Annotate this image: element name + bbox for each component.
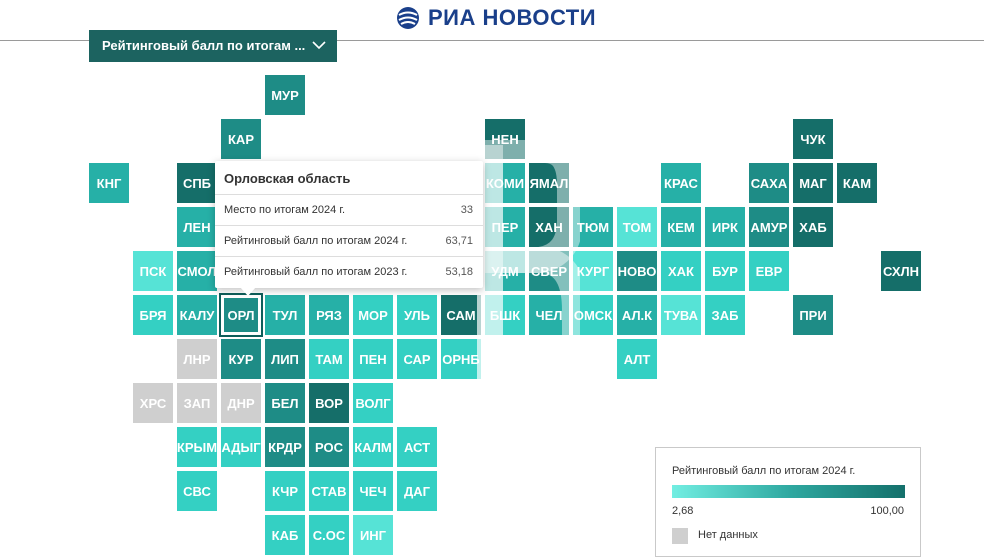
region-tile[interactable]: СПБ bbox=[177, 163, 217, 203]
region-tile[interactable]: НОВО bbox=[617, 251, 657, 291]
region-tile[interactable]: ТАМ bbox=[309, 339, 349, 379]
region-tile[interactable]: СВС bbox=[177, 471, 217, 511]
legend-min: 2,68 bbox=[672, 505, 694, 517]
region-tile[interactable]: СТАВ bbox=[309, 471, 349, 511]
region-tile[interactable]: РЯЗ bbox=[309, 295, 349, 335]
region-tile[interactable]: КУРГ bbox=[573, 251, 613, 291]
region-tile[interactable]: ДНР bbox=[221, 383, 261, 423]
region-tile[interactable]: САХА bbox=[749, 163, 789, 203]
chevron-down-icon bbox=[312, 41, 326, 50]
tooltip-row-score-2023: Рейтинговый балл по итогам 2023 г. 53,18 bbox=[215, 256, 483, 287]
region-tile[interactable]: ЯМАЛ bbox=[529, 163, 569, 203]
region-tile[interactable]: ЛИП bbox=[265, 339, 305, 379]
region-tile[interactable]: КАР bbox=[221, 119, 261, 159]
region-tile[interactable]: КРЫМ bbox=[177, 427, 217, 467]
region-tile[interactable]: КАЛУ bbox=[177, 295, 217, 335]
region-tile[interactable]: ИРК bbox=[705, 207, 745, 247]
map-legend: Рейтинговый балл по итогам 2024 г. 2,68 … bbox=[655, 447, 921, 557]
tooltip-arrow bbox=[240, 287, 256, 296]
region-tile[interactable]: КЕМ bbox=[661, 207, 701, 247]
region-tile[interactable]: ХАН bbox=[529, 207, 569, 247]
tooltip-row-label: Рейтинговый балл по итогам 2023 г. bbox=[224, 266, 408, 278]
region-tile[interactable]: АДЫГ bbox=[221, 427, 261, 467]
region-tile[interactable]: АЛТ bbox=[617, 339, 657, 379]
region-tile[interactable]: ИНГ bbox=[353, 515, 393, 555]
tooltip-row-value: 53,18 bbox=[445, 266, 473, 278]
region-tile[interactable]: ДАГ bbox=[397, 471, 437, 511]
region-tile[interactable]: БУР bbox=[705, 251, 745, 291]
region-tile[interactable]: СВЕР bbox=[529, 251, 569, 291]
region-tile[interactable]: ЕВР bbox=[749, 251, 789, 291]
tooltip-row-value: 33 bbox=[460, 204, 473, 216]
region-tile[interactable]: КУР bbox=[221, 339, 261, 379]
region-tile[interactable]: ЛНР bbox=[177, 339, 217, 379]
tooltip-row-label: Место по итогам 2024 г. bbox=[224, 204, 346, 216]
region-tile[interactable]: КОМИ bbox=[485, 163, 525, 203]
logo-text: РИА НОВОСТИ bbox=[428, 5, 597, 30]
tooltip-row-value: 63,71 bbox=[445, 235, 473, 247]
ria-globe-icon bbox=[397, 7, 419, 29]
region-tile[interactable]: МАГ bbox=[793, 163, 833, 203]
region-tile[interactable]: ТОМ bbox=[617, 207, 657, 247]
tooltip-row-rank: Место по итогам 2024 г. 33 bbox=[215, 194, 483, 225]
region-tile[interactable]: УЛЬ bbox=[397, 295, 437, 335]
region-tile[interactable]: ТУВА bbox=[661, 295, 701, 335]
tooltip-row-score-2024: Рейтинговый балл по итогам 2024 г. 63,71 bbox=[215, 225, 483, 256]
legend-no-data-label: Нет данных bbox=[698, 529, 758, 541]
region-tile[interactable]: ВОЛГ bbox=[353, 383, 393, 423]
region-tile[interactable]: ЧЕЧ bbox=[353, 471, 393, 511]
region-tile[interactable]: БШК bbox=[485, 295, 525, 335]
region-tile[interactable]: КАЛМ bbox=[353, 427, 393, 467]
region-tile[interactable]: ПСК bbox=[133, 251, 173, 291]
region-tile[interactable]: СХЛН bbox=[881, 251, 921, 291]
region-tile[interactable]: ВОР bbox=[309, 383, 349, 423]
region-tile[interactable]: АМУР bbox=[749, 207, 789, 247]
indicator-select-label: Рейтинговый балл по итогам ... bbox=[102, 38, 306, 53]
tooltip-row-label: Рейтинговый балл по итогам 2024 г. bbox=[224, 235, 408, 247]
region-tile[interactable]: ПЕН bbox=[353, 339, 393, 379]
region-tile[interactable]: УДМ bbox=[485, 251, 525, 291]
region-tile[interactable]: СМОЛ bbox=[177, 251, 217, 291]
region-tile[interactable]: ХРС bbox=[133, 383, 173, 423]
legend-gradient bbox=[672, 485, 905, 498]
region-tile[interactable]: МОР bbox=[353, 295, 393, 335]
region-tile[interactable]: С.ОС bbox=[309, 515, 349, 555]
region-tile[interactable]: НЕН bbox=[485, 119, 525, 159]
region-tile[interactable]: ПРИ bbox=[793, 295, 833, 335]
region-tile[interactable]: БЕЛ bbox=[265, 383, 305, 423]
region-tile[interactable]: РОС bbox=[309, 427, 349, 467]
region-tile[interactable]: КЧР bbox=[265, 471, 305, 511]
region-tile[interactable]: ТЮМ bbox=[573, 207, 613, 247]
tooltip-title: Орловская область bbox=[224, 171, 351, 186]
region-tile[interactable]: ОРЛ bbox=[219, 293, 263, 337]
region-tile[interactable]: ТУЛ bbox=[265, 295, 305, 335]
legend-max: 100,00 bbox=[870, 505, 904, 517]
region-tile[interactable]: ОРНБ bbox=[441, 339, 481, 379]
legend-title: Рейтинговый балл по итогам 2024 г. bbox=[672, 465, 856, 477]
region-tile[interactable]: ЧУК bbox=[793, 119, 833, 159]
region-tile[interactable]: КАБ bbox=[265, 515, 305, 555]
region-tile[interactable]: ЗАБ bbox=[705, 295, 745, 335]
region-tile[interactable]: САР bbox=[397, 339, 437, 379]
region-tile[interactable]: БРЯ bbox=[133, 295, 173, 335]
region-tile[interactable]: ЛЕН bbox=[177, 207, 217, 247]
region-tile[interactable]: ПЕР bbox=[485, 207, 525, 247]
region-tile[interactable]: АЛ.К bbox=[617, 295, 657, 335]
region-tile[interactable]: МУР bbox=[265, 75, 305, 115]
ria-logo[interactable]: РИА НОВОСТИ bbox=[396, 4, 596, 32]
region-tile[interactable]: ЧЕЛ bbox=[529, 295, 569, 335]
region-tile[interactable]: ЗАП bbox=[177, 383, 217, 423]
region-tile[interactable]: КНГ bbox=[89, 163, 129, 203]
region-tile[interactable]: ХАБ bbox=[793, 207, 833, 247]
region-tile[interactable]: КРАС bbox=[661, 163, 701, 203]
region-tile[interactable]: ОМСК bbox=[573, 295, 613, 335]
region-tile[interactable]: ХАК bbox=[661, 251, 701, 291]
region-tile[interactable]: САМ bbox=[441, 295, 481, 335]
region-tile[interactable]: КАМ bbox=[837, 163, 877, 203]
region-tile[interactable]: КРДР bbox=[265, 427, 305, 467]
indicator-select[interactable]: Рейтинговый балл по итогам ... bbox=[89, 30, 337, 62]
legend-no-data-swatch bbox=[672, 528, 688, 544]
region-tooltip: Орловская область Место по итогам 2024 г… bbox=[215, 161, 483, 288]
region-tile[interactable]: АСТ bbox=[397, 427, 437, 467]
